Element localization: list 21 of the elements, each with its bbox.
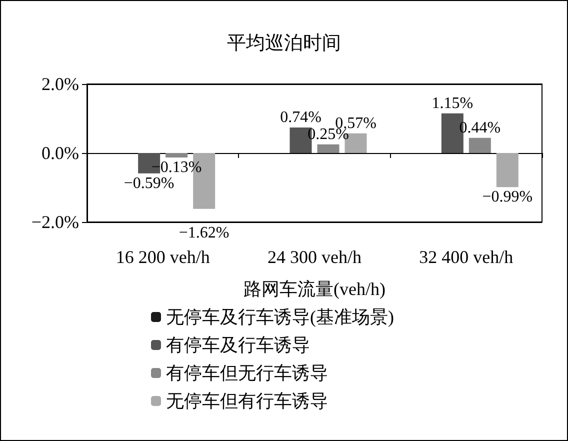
data-label: 1.15% <box>432 94 474 112</box>
x-tick-label: 16 200 veh/h <box>116 247 210 267</box>
bar <box>166 153 188 158</box>
data-label: −0.59% <box>124 174 174 192</box>
bar <box>468 138 491 153</box>
chart-title: 平均巡泊时间 <box>227 33 341 54</box>
data-label: −1.62% <box>178 224 230 242</box>
legend-label: 有停车及行车诱导 <box>166 335 310 355</box>
y-tick-label: −2.0% <box>31 212 79 232</box>
x-tick-label: 24 300 veh/h <box>268 247 362 267</box>
x-axis-title: 路网车流量(veh/h) <box>244 279 386 299</box>
x-tick-label: 32 400 veh/h <box>419 247 514 267</box>
bar <box>317 144 340 153</box>
data-label: 0.74% <box>280 108 322 126</box>
legend-label: 无停车但有行车诱导 <box>166 391 328 411</box>
data-label: −0.99% <box>482 188 533 206</box>
y-tick-label: 0.0% <box>42 143 79 163</box>
legend-label: 无停车及行车诱导(基准场景) <box>166 307 394 327</box>
y-tick-label: 2.0% <box>42 74 79 94</box>
bar <box>496 153 518 188</box>
legend-label: 有停车但无行车诱导 <box>166 363 328 383</box>
